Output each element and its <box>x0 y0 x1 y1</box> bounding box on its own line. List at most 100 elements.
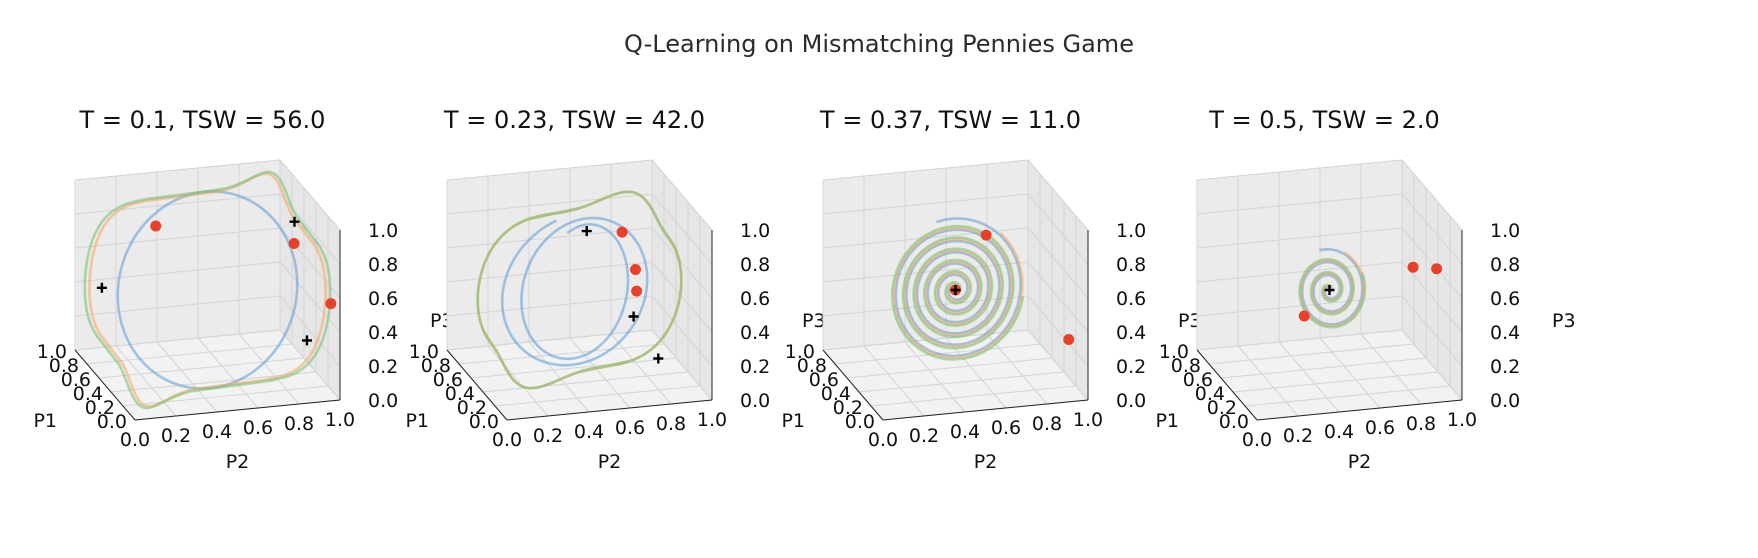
grid-line <box>279 159 341 231</box>
floor-pane <box>1197 330 1462 420</box>
grid-line <box>1196 329 1403 351</box>
p1-axis-label: P1 <box>1155 410 1179 432</box>
p1-tick-label: 0.4 <box>1195 383 1225 405</box>
grid-line <box>446 329 653 351</box>
grid-line <box>1401 329 1463 401</box>
grid-line <box>863 345 925 417</box>
grid <box>446 159 713 421</box>
p3-tick-label: 1.0 <box>740 220 770 242</box>
p2-tick-label: 0.6 <box>243 417 273 439</box>
p1-tick-label: 0.4 <box>73 383 103 405</box>
p2-axis-label: P2 <box>974 451 998 473</box>
p3-tick-label: 0.4 <box>368 322 398 344</box>
p2-tick-label: 1.0 <box>1073 409 1103 431</box>
grid-line <box>1220 357 1427 379</box>
p2-axis-line <box>1256 399 1463 421</box>
p3-tick-label: 0.8 <box>740 254 770 276</box>
p3-axis-label: P3 <box>1552 310 1576 332</box>
trajectory-run-3 <box>476 190 683 390</box>
grid-line <box>651 261 713 333</box>
end-point <box>628 311 639 322</box>
end-point <box>96 282 107 293</box>
trajectories <box>83 170 332 410</box>
p1-tick-label: 1.0 <box>1159 341 1189 363</box>
grid-line <box>822 159 1029 181</box>
grid-line <box>115 345 177 417</box>
p3-tick-label: 0.0 <box>368 390 398 412</box>
p1-tick-label: 0.2 <box>1207 397 1237 419</box>
grid-line <box>122 385 329 407</box>
grid-line <box>279 295 341 367</box>
end-point <box>950 285 961 295</box>
p1-tick-label: 0.8 <box>49 355 79 377</box>
trajectories <box>1298 247 1367 329</box>
panel-2: T = 0.23, TSW = 42.00.00.00.00.20.20.20.… <box>405 106 825 473</box>
grid-line <box>1196 159 1403 181</box>
p1-tick-label: 0.8 <box>1171 355 1201 377</box>
grid-line <box>74 261 281 283</box>
panel-4: T = 0.5, TSW = 2.00.00.00.00.20.20.20.40… <box>1155 106 1575 473</box>
grid-line <box>651 329 713 401</box>
end-point <box>1324 285 1335 295</box>
grid-line <box>1319 337 1381 409</box>
p2-axis-label: P2 <box>226 451 250 473</box>
grid <box>1196 159 1463 421</box>
p1-axis-label: P1 <box>33 410 57 432</box>
grid-line <box>482 371 689 393</box>
trajectory-run-1 <box>116 190 299 390</box>
p2-tick-label: 0.4 <box>1324 421 1354 443</box>
figure-title: Q-Learning on Mismatching Pennies Game <box>624 30 1134 58</box>
p2-tick-label: 0.8 <box>1032 413 1062 435</box>
trajectory-run-2 <box>892 226 1024 360</box>
grid-line <box>822 193 1029 215</box>
grid-line <box>858 371 1065 393</box>
p2-tick-label: 0.0 <box>492 429 522 451</box>
p3-axis-label: P3 <box>802 310 826 332</box>
p2-tick-label: 0.4 <box>574 421 604 443</box>
grid-line <box>1027 159 1089 231</box>
start-point <box>631 285 643 297</box>
p1-tick-label: 0.0 <box>845 411 875 433</box>
p1-axis-line <box>822 349 884 421</box>
p1-tick-label: 1.0 <box>785 341 815 363</box>
trajectory-run-3 <box>891 224 1025 361</box>
p1-axis-line <box>1196 349 1258 421</box>
grid-line <box>1196 227 1403 249</box>
p2-tick-label: 1.0 <box>697 409 727 431</box>
panel-title: T = 0.1, TSW = 56.0 <box>79 106 326 134</box>
grid-line <box>156 341 218 413</box>
p1-tick-label: 0.2 <box>85 397 115 419</box>
grid-line <box>98 357 305 379</box>
p1-tick-label: 0.6 <box>1183 369 1213 391</box>
trajectory-run-2 <box>88 172 327 408</box>
p3-tick-label: 0.8 <box>368 254 398 276</box>
p2-tick-label: 0.0 <box>120 429 150 451</box>
p1-tick-label: 0.0 <box>97 411 127 433</box>
trajectory-run-1 <box>894 217 1022 358</box>
grid-line <box>870 385 1077 407</box>
grid-line <box>1196 193 1403 215</box>
p2-tick-label: 0.2 <box>533 425 563 447</box>
p2-tick-label: 0.8 <box>1406 413 1436 435</box>
grid-line <box>1208 343 1415 365</box>
p2-tick-label: 0.4 <box>950 421 980 443</box>
start-point <box>1431 263 1443 275</box>
end-point <box>653 353 664 364</box>
p3-tick-label: 0.0 <box>1490 390 1520 412</box>
panels: T = 0.1, TSW = 56.00.00.00.00.20.20.20.4… <box>33 106 1575 473</box>
grid-line <box>1027 227 1089 299</box>
grid-line <box>74 295 281 317</box>
start-point <box>288 238 300 249</box>
p1-tick-label: 0.6 <box>433 369 463 391</box>
p1-axis-label: P1 <box>405 410 429 432</box>
trajectory-run-1 <box>500 216 649 367</box>
grid-line <box>1244 385 1451 407</box>
p1-tick-label: 0.4 <box>445 383 475 405</box>
start-point <box>150 220 162 232</box>
p2-tick-label: 0.0 <box>868 429 898 451</box>
back-pane <box>447 160 652 350</box>
start-point <box>630 264 641 275</box>
trajectory-run-2 <box>1299 251 1366 328</box>
panel-3: T = 0.37, TSW = 11.00.00.00.00.20.20.20.… <box>781 106 1201 473</box>
